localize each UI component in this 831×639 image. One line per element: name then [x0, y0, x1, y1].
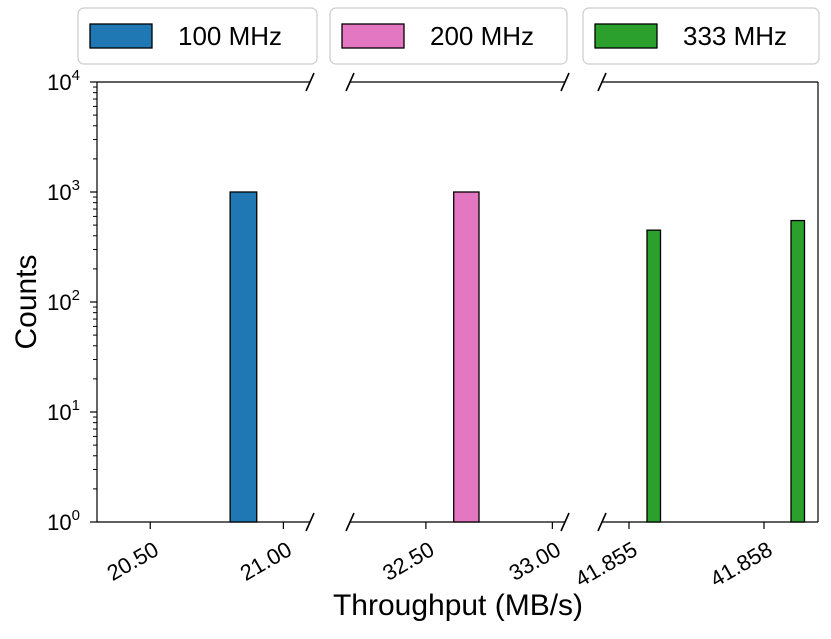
legend-box — [329, 7, 568, 65]
y-tick-label: 103 — [47, 177, 80, 205]
series-3 — [646, 219, 806, 523]
x-tick-label: 20.50 — [103, 537, 163, 586]
panel-3: 41.855 41.858 — [571, 72, 819, 592]
axis-break-mark — [560, 512, 570, 532]
legend-item-2: 200 MHz — [329, 7, 568, 65]
legend-label: 100 MHz — [178, 21, 282, 51]
axis-break-mark — [305, 512, 315, 532]
bar — [646, 229, 662, 523]
axis-break-mark — [345, 512, 355, 532]
x-tick-label: 41.855 — [571, 537, 642, 592]
axis-break-mark — [597, 72, 607, 92]
axis-break-mark — [597, 512, 607, 532]
bar — [453, 191, 480, 523]
legend: 100 MHz 200 MHz 333 MHz — [77, 7, 820, 65]
series-1 — [229, 191, 258, 523]
legend-item-3: 333 MHz — [582, 7, 820, 65]
legend-box — [582, 7, 820, 65]
y-tick-label: 101 — [47, 397, 80, 425]
x-tick-label: 21.00 — [236, 537, 296, 586]
series-2 — [453, 191, 480, 523]
panel-1: 20.50 21.00 — [96, 72, 315, 586]
bar — [229, 191, 258, 523]
axis-break-mark — [345, 72, 355, 92]
y-axis-title: Counts — [10, 254, 43, 349]
legend-box — [77, 7, 318, 65]
bar — [790, 219, 806, 523]
legend-label: 200 MHz — [430, 21, 534, 51]
legend-swatch — [594, 23, 658, 49]
x-tick-label: 33.00 — [505, 537, 565, 586]
legend-swatch — [341, 23, 405, 49]
y-axis: 100 101 102 103 104 — [47, 67, 97, 535]
x-tick-label: 32.50 — [378, 537, 438, 586]
y-tick-label: 102 — [47, 287, 80, 315]
y-tick-label: 100 — [47, 507, 80, 535]
y-tick-label: 104 — [47, 67, 80, 95]
legend-swatch — [89, 23, 153, 49]
x-tick-label: 41.858 — [706, 537, 777, 592]
axis-break-mark — [305, 72, 315, 92]
plot-area: 20.50 21.00 32.50 33.00 41.855 41.858 — [96, 72, 819, 592]
axis-break-mark — [560, 72, 570, 92]
legend-item-1: 100 MHz — [77, 7, 318, 65]
legend-label: 333 MHz — [683, 21, 787, 51]
x-axis-title: Throughput (MB/s) — [333, 589, 583, 622]
